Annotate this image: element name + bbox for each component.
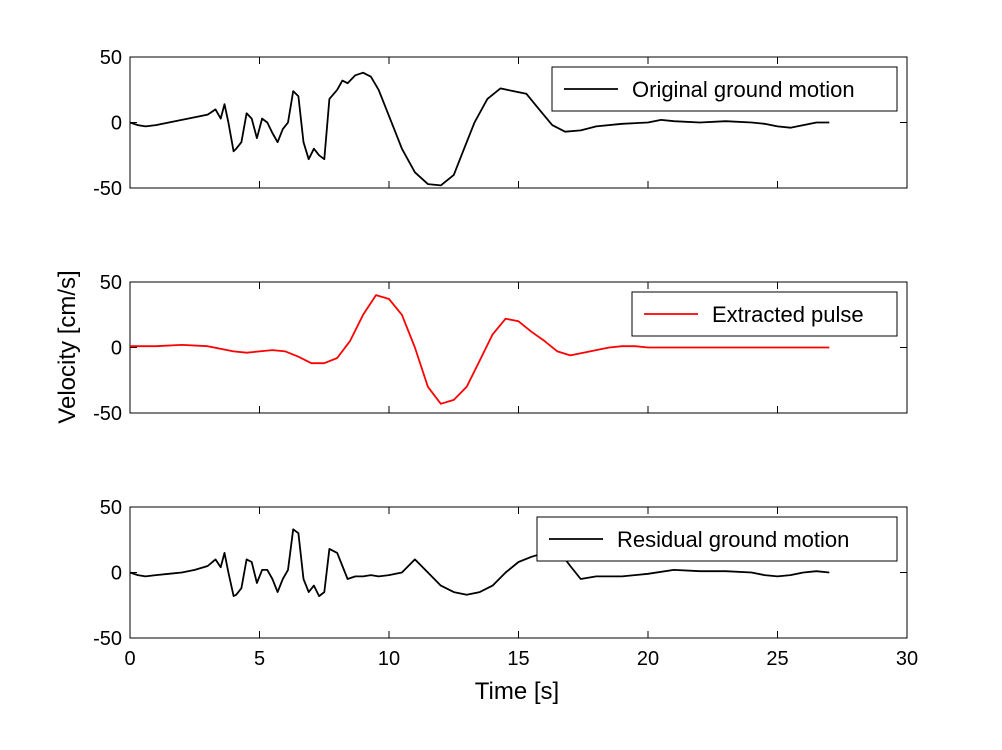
y-tick-label: 0 [111, 113, 122, 135]
legend: Extracted pulse [631, 291, 898, 337]
x-tick-label: 5 [254, 648, 265, 670]
y-tick-label: 0 [111, 563, 122, 585]
legend: Residual ground motion [536, 516, 898, 562]
series-line [129, 71, 830, 187]
series-line [130, 294, 830, 405]
y-tick-label: -50 [93, 628, 122, 650]
y-tick-label: -50 [93, 403, 122, 425]
y-tick-label: 50 [100, 47, 122, 69]
legend-label: Residual ground motion [617, 527, 849, 552]
series-line [129, 528, 830, 597]
x-tick-label: 30 [896, 648, 918, 670]
y-tick-label: -50 [93, 178, 122, 200]
x-tick-label: 20 [637, 648, 659, 670]
y-tick-label: 50 [100, 272, 122, 294]
x-tick-label: 10 [378, 648, 400, 670]
y-axis-title: Velocity [cm/s] [54, 270, 81, 423]
legend: Original ground motion [551, 66, 898, 112]
x-tick-label: 0 [124, 648, 135, 670]
subplot-original: -50 0 50 Original ground motion [93, 47, 908, 200]
legend-label: Original ground motion [632, 77, 855, 102]
x-tick-label: 25 [766, 648, 788, 670]
subplot-extracted: -50 0 50 Extracted pulse [93, 272, 908, 425]
legend-label: Extracted pulse [712, 302, 864, 327]
x-axis-title: Time [s] [475, 678, 559, 705]
y-tick-label: 50 [100, 497, 122, 519]
x-tick-label: 15 [507, 648, 529, 670]
y-tick-label: 0 [111, 338, 122, 360]
